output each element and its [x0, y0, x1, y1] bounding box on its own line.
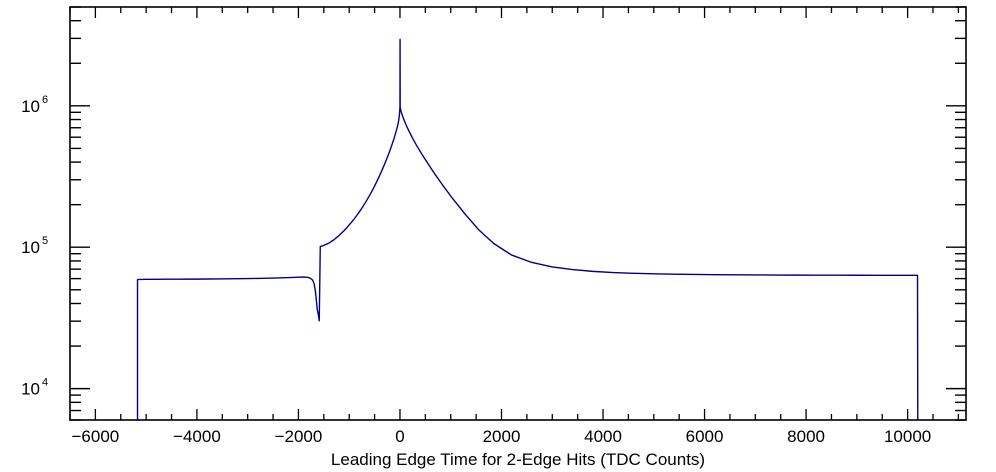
x-tick-label: −2000: [275, 427, 323, 446]
x-tick-label: 4000: [584, 427, 622, 446]
plot-frame: [69, 6, 967, 421]
y-tick-label-exponent: 6: [42, 94, 48, 106]
x-tick-label: −4000: [173, 427, 221, 446]
y-tick-label-base: 10: [21, 97, 40, 116]
y-tick-label-base: 10: [21, 238, 40, 257]
y-tick-label-base: 10: [21, 380, 40, 399]
y-tick-label-exponent: 4: [42, 377, 48, 389]
x-tick-labels: −6000 −4000 −2000 0 2000 4000 6000 8000 10000: [72, 427, 932, 446]
x-axis-title: Leading Edge Time for 2-Edge Hits (TDC C…: [331, 450, 705, 469]
x-axis-ticks: [69, 7, 960, 420]
x-tick-label: 10000: [884, 427, 931, 446]
x-tick-label: −6000: [72, 427, 120, 446]
x-tick-label: 0: [395, 427, 404, 446]
data-series-line: [136, 38, 919, 421]
x-tick-label: 6000: [686, 427, 724, 446]
x-tick-label: 8000: [787, 427, 825, 446]
y-axis-ticks: [70, 6, 966, 421]
y-tick-label-exponent: 5: [42, 235, 48, 247]
x-tick-label: 2000: [483, 427, 521, 446]
